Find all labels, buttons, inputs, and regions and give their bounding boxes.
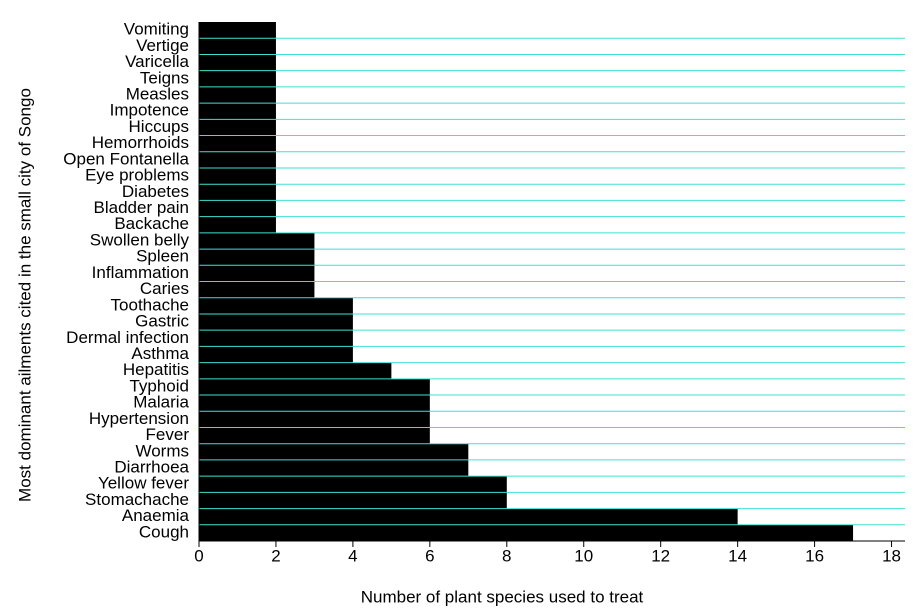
bar: [199, 313, 353, 331]
y-tick-label: Hypertension: [89, 409, 189, 428]
y-tick-label: Hiccups: [129, 117, 189, 136]
bar: [199, 151, 276, 168]
bar: [199, 103, 276, 120]
x-tick-label: 0: [194, 546, 203, 565]
x-tick-label: 18: [882, 546, 901, 565]
bar: [199, 524, 854, 541]
bar: [199, 135, 276, 152]
y-tick-label: Malaria: [133, 393, 189, 412]
y-tick-label: Impotence: [110, 101, 189, 120]
bar: [199, 476, 507, 493]
bar: [199, 492, 507, 509]
y-tick-label: Toothache: [111, 295, 189, 314]
bar: [199, 443, 469, 460]
bar: [199, 200, 276, 217]
bar: [199, 281, 315, 298]
bar: [199, 378, 430, 396]
bar: [199, 22, 276, 39]
y-tick-label: Teigns: [140, 68, 189, 87]
y-tick-label: Hemorrhoids: [92, 133, 189, 152]
y-tick-label: Worms: [135, 441, 189, 460]
y-tick-label: Typhoid: [129, 376, 189, 395]
x-tick-label: 14: [728, 546, 747, 565]
x-tick-label: 6: [425, 546, 434, 565]
bar: [199, 167, 276, 185]
y-tick-label: Inflammation: [92, 263, 189, 282]
bar: [199, 216, 276, 233]
bar: [199, 265, 315, 282]
y-tick-label: Asthma: [131, 344, 189, 363]
bar: [199, 86, 276, 104]
y-tick-label: Backache: [114, 214, 189, 233]
x-tick-label: 16: [805, 546, 824, 565]
y-tick-label: Varicella: [125, 52, 189, 71]
y-tick-label: Gastric: [135, 312, 189, 331]
y-tick-label: Cough: [139, 522, 189, 541]
bar: [199, 508, 738, 525]
y-axis-label: Most dominant ailments cited in the smal…: [15, 88, 34, 502]
bar: [199, 119, 276, 136]
y-tick-label: Diarrhoea: [114, 458, 189, 477]
bar: [199, 362, 392, 379]
y-tick-label: Measles: [126, 84, 189, 103]
y-tick-label: Bladder pain: [94, 198, 189, 217]
y-tick-label: Dermal infection: [66, 328, 189, 347]
y-tick-label: Open Fontanella: [63, 149, 189, 168]
y-tick-label: Yellow fever: [98, 474, 189, 493]
bar: [199, 249, 315, 266]
bar: [199, 411, 430, 428]
y-tick-label: Vomiting: [124, 20, 189, 39]
y-tick-label: Fever: [146, 425, 190, 444]
bar: [199, 184, 276, 201]
y-tick-label: Swollen belly: [90, 230, 190, 249]
y-tick-label: Diabetes: [122, 182, 189, 201]
x-tick-label: 10: [574, 546, 593, 565]
x-tick-label: 4: [348, 546, 357, 565]
bar: [199, 427, 430, 444]
x-tick-label: 2: [271, 546, 280, 565]
bar: [199, 459, 469, 477]
y-tick-label: Eye problems: [85, 166, 189, 185]
x-tick-label: 8: [502, 546, 511, 565]
y-tick-label: Anaemia: [122, 506, 190, 525]
bar: [199, 54, 276, 71]
y-tick-label: Vertige: [136, 36, 189, 55]
y-tick-label: Spleen: [136, 247, 189, 266]
x-tick-label: 12: [651, 546, 670, 565]
bar: [199, 346, 353, 363]
bar: [199, 38, 276, 55]
bar: [199, 395, 430, 412]
x-axis-label: Number of plant species used to treat: [361, 587, 644, 606]
y-tick-label: Hepatitis: [123, 360, 189, 379]
bar: [199, 232, 315, 250]
bar: [199, 330, 353, 347]
bar: [199, 70, 276, 87]
y-tick-label: Stomachache: [85, 490, 189, 509]
y-tick-label: Caries: [140, 279, 189, 298]
bar: [199, 297, 353, 314]
